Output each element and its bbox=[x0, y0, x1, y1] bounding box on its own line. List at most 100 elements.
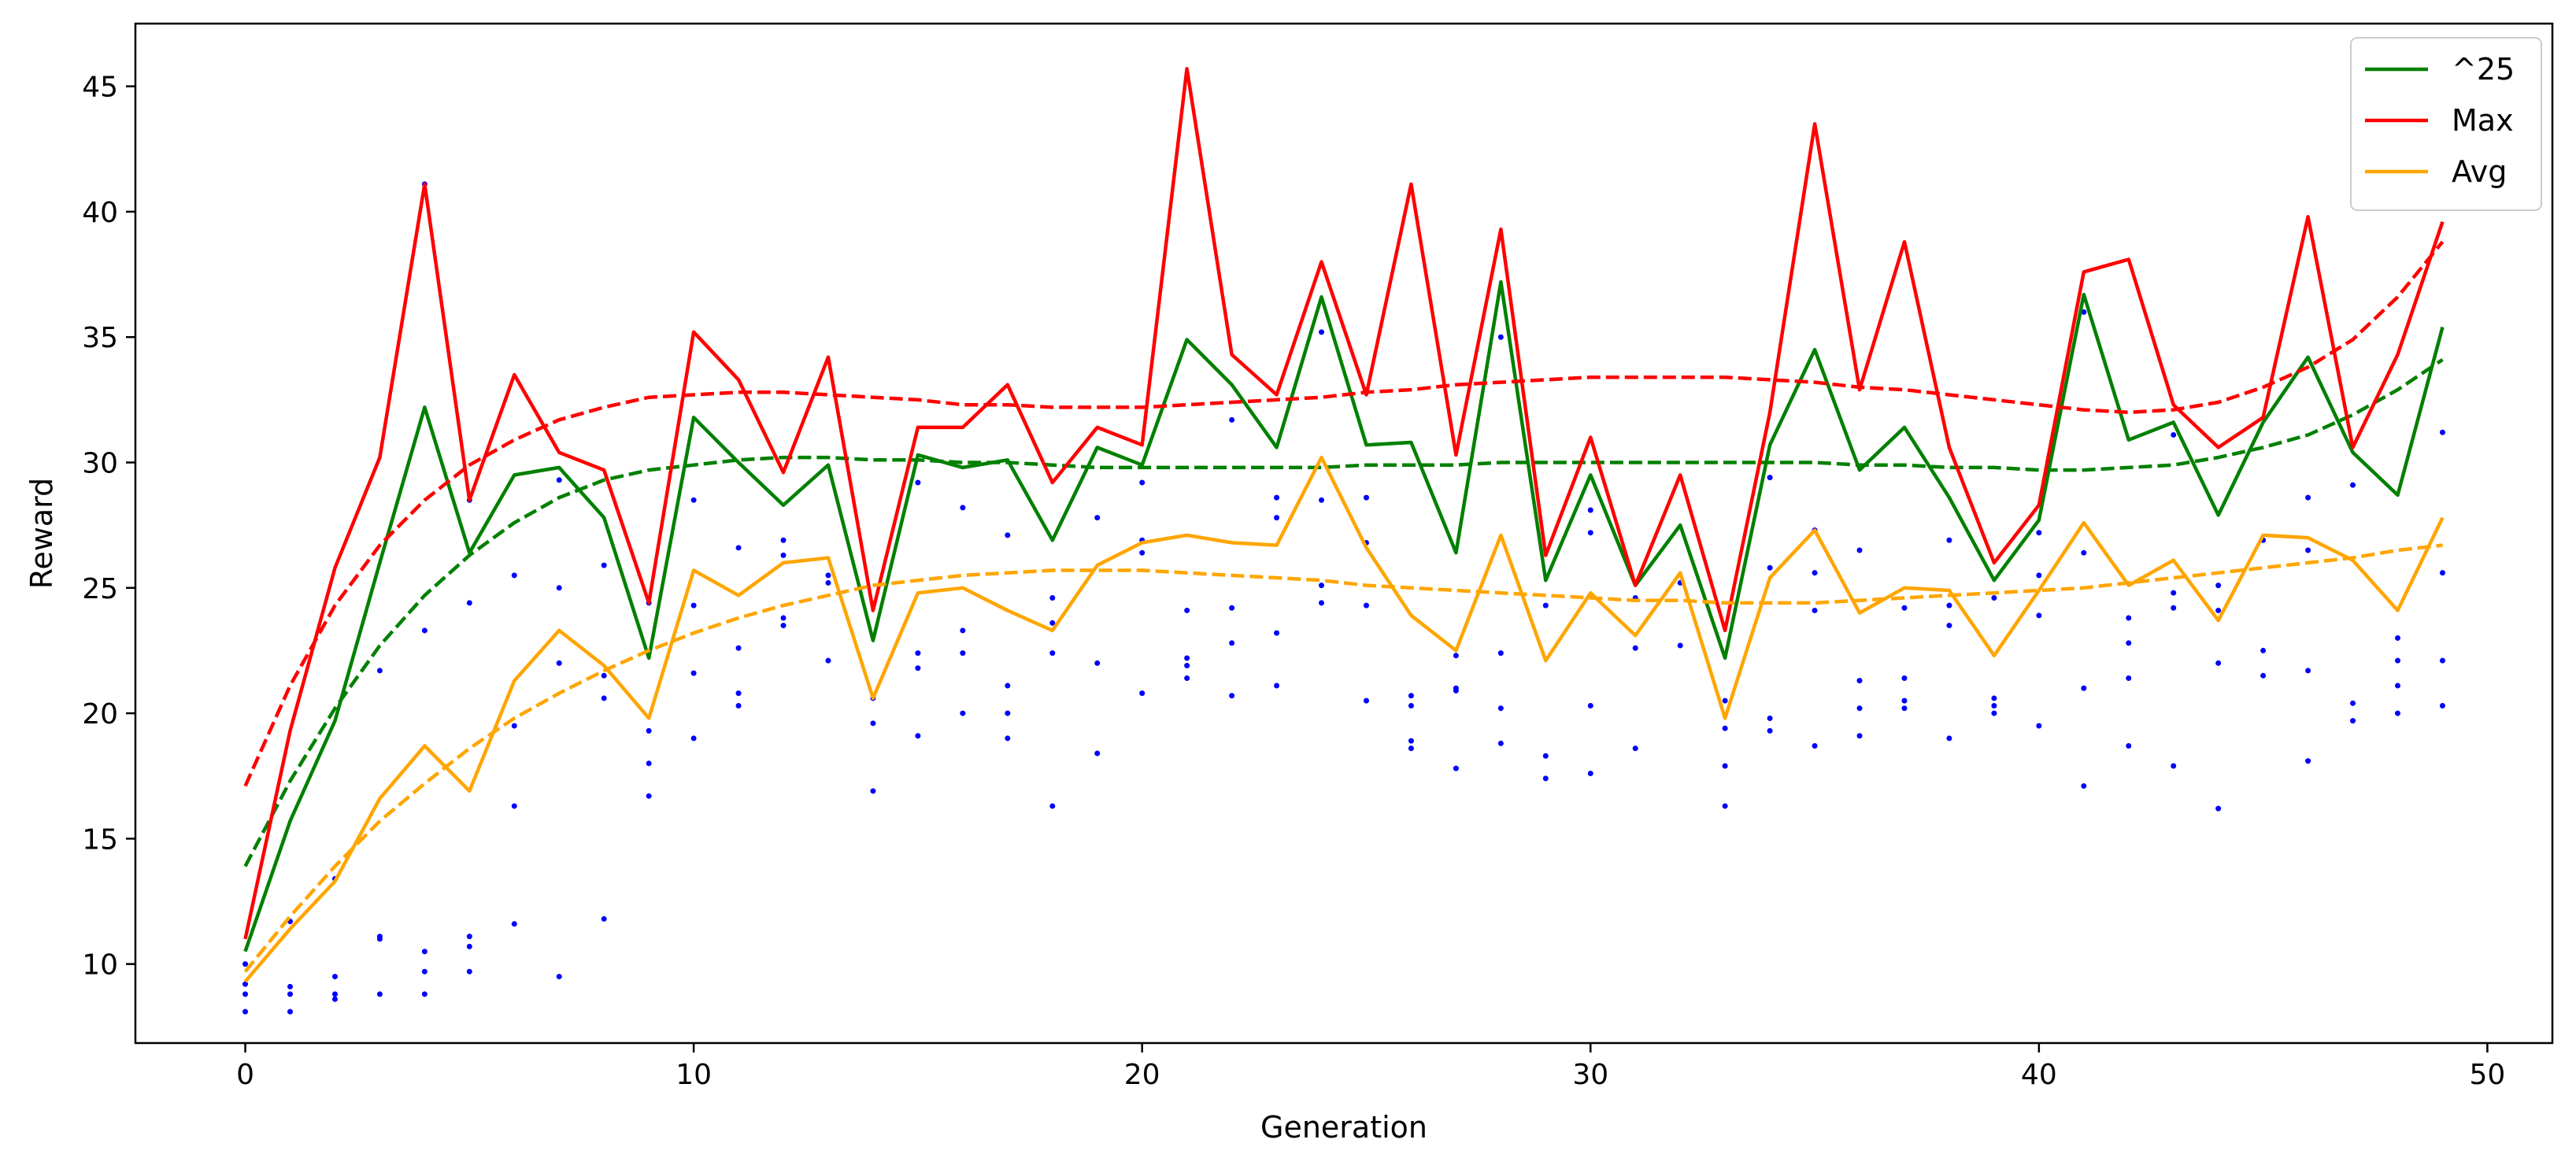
scatter-point bbox=[1856, 705, 1863, 712]
scatter-point bbox=[1901, 605, 1908, 611]
scatter-point bbox=[735, 690, 742, 697]
scatter-point bbox=[1408, 738, 1414, 744]
scatter-point bbox=[2036, 530, 2042, 536]
scatter-point bbox=[511, 921, 517, 927]
scatter-point bbox=[1812, 607, 1818, 613]
scatter-point bbox=[556, 660, 562, 666]
scatter-point bbox=[870, 788, 876, 794]
scatter-point bbox=[2305, 668, 2311, 674]
y-tick-label: 20 bbox=[82, 698, 118, 731]
scatter-point bbox=[1587, 703, 1593, 709]
scatter-point bbox=[2081, 685, 2087, 691]
scatter-point bbox=[1005, 710, 1011, 716]
scatter-point bbox=[1632, 645, 1638, 651]
scatter-point bbox=[1587, 507, 1593, 513]
scatter-point bbox=[1184, 655, 1190, 661]
scatter-point bbox=[2305, 494, 2311, 501]
x-tick-label: 30 bbox=[1572, 1059, 1608, 1091]
scatter-point bbox=[646, 760, 652, 767]
scatter-point bbox=[2350, 700, 2356, 706]
scatter-point bbox=[2171, 431, 2177, 438]
scatter-point bbox=[1049, 620, 1056, 626]
scatter-point bbox=[2350, 718, 2356, 724]
scatter-point bbox=[2126, 675, 2132, 681]
scatter-point bbox=[287, 1008, 294, 1015]
scatter-point bbox=[2036, 572, 2042, 579]
scatter-point bbox=[1139, 479, 1146, 486]
legend-label: ^25 bbox=[2452, 52, 2515, 87]
scatter-point bbox=[511, 803, 517, 809]
series-line-max bbox=[243, 67, 2445, 940]
y-tick-label: 40 bbox=[82, 197, 118, 229]
scatter-point bbox=[1901, 697, 1908, 704]
scatter-point bbox=[1408, 745, 1414, 752]
scatter-point bbox=[2439, 703, 2445, 709]
scatter-point bbox=[2439, 570, 2445, 576]
scatter-point bbox=[960, 710, 966, 716]
scatter-point bbox=[331, 991, 338, 997]
scatter-point bbox=[1363, 494, 1369, 501]
scatter-point bbox=[376, 991, 383, 997]
scatter-point bbox=[960, 505, 966, 511]
scatter-point bbox=[1632, 745, 1638, 752]
scatter-point bbox=[1542, 602, 1549, 609]
legend-box bbox=[2350, 37, 2542, 211]
scatter-point bbox=[287, 983, 294, 990]
x-tick-label: 40 bbox=[2021, 1059, 2057, 1091]
scatter-point bbox=[1946, 623, 1952, 629]
y-tick-label: 30 bbox=[82, 448, 118, 480]
scatter-point bbox=[1184, 607, 1190, 613]
scatter-point bbox=[242, 981, 249, 987]
scatter-point bbox=[1184, 663, 1190, 669]
scatter-point bbox=[601, 916, 607, 922]
scatter-point bbox=[1274, 630, 1280, 636]
scatter-point bbox=[1767, 475, 1773, 481]
scatter-point bbox=[2394, 683, 2400, 689]
scatter-point bbox=[1856, 733, 1863, 739]
x-tick-label: 0 bbox=[236, 1059, 254, 1091]
scatter-point bbox=[2394, 657, 2400, 664]
scatter-point bbox=[735, 645, 742, 651]
legend-label: Avg bbox=[2452, 154, 2507, 189]
scatter-point bbox=[242, 1008, 249, 1015]
scatter-point bbox=[2171, 605, 2177, 611]
scatter-point bbox=[1587, 530, 1593, 536]
x-tick-label: 10 bbox=[675, 1059, 712, 1091]
scatter-point bbox=[2036, 612, 2042, 619]
scatter-point bbox=[1319, 583, 1325, 589]
scatter-point bbox=[287, 991, 294, 997]
scatter-point bbox=[1587, 771, 1593, 777]
scatter-point bbox=[556, 477, 562, 483]
scatter-point bbox=[870, 720, 876, 727]
scatter-point bbox=[556, 585, 562, 591]
scatter-point bbox=[1319, 329, 1325, 335]
y-tick-label: 10 bbox=[82, 949, 118, 982]
scatter-point bbox=[1274, 515, 1280, 521]
scatter-point bbox=[2439, 657, 2445, 664]
scatter-point bbox=[1229, 416, 1235, 423]
y-tick-label: 45 bbox=[82, 72, 118, 104]
scatter-point bbox=[1497, 740, 1504, 746]
scatter-point bbox=[242, 991, 249, 997]
scatter-point bbox=[1991, 703, 1997, 709]
scatter-point bbox=[1408, 693, 1414, 699]
scatter-point bbox=[735, 545, 742, 551]
scatter-point bbox=[466, 600, 472, 606]
scatter-point bbox=[1901, 675, 1908, 681]
scatter-point bbox=[1094, 515, 1101, 521]
scatter-point bbox=[1274, 494, 1280, 501]
scatter-point bbox=[2171, 590, 2177, 596]
scatter-point bbox=[1991, 595, 1997, 601]
scatter-point bbox=[2126, 640, 2132, 646]
scatter-point bbox=[466, 968, 472, 975]
scatter-point bbox=[825, 579, 831, 586]
x-tick-label: 50 bbox=[2470, 1059, 2506, 1091]
scatter-point bbox=[331, 974, 338, 980]
y-tick-label: 15 bbox=[82, 823, 118, 856]
scatter-point bbox=[2215, 583, 2222, 589]
scatter-point bbox=[331, 996, 338, 1002]
scatter-point bbox=[2260, 672, 2267, 679]
scatter-point bbox=[1229, 605, 1235, 611]
scatter-point bbox=[780, 552, 786, 558]
